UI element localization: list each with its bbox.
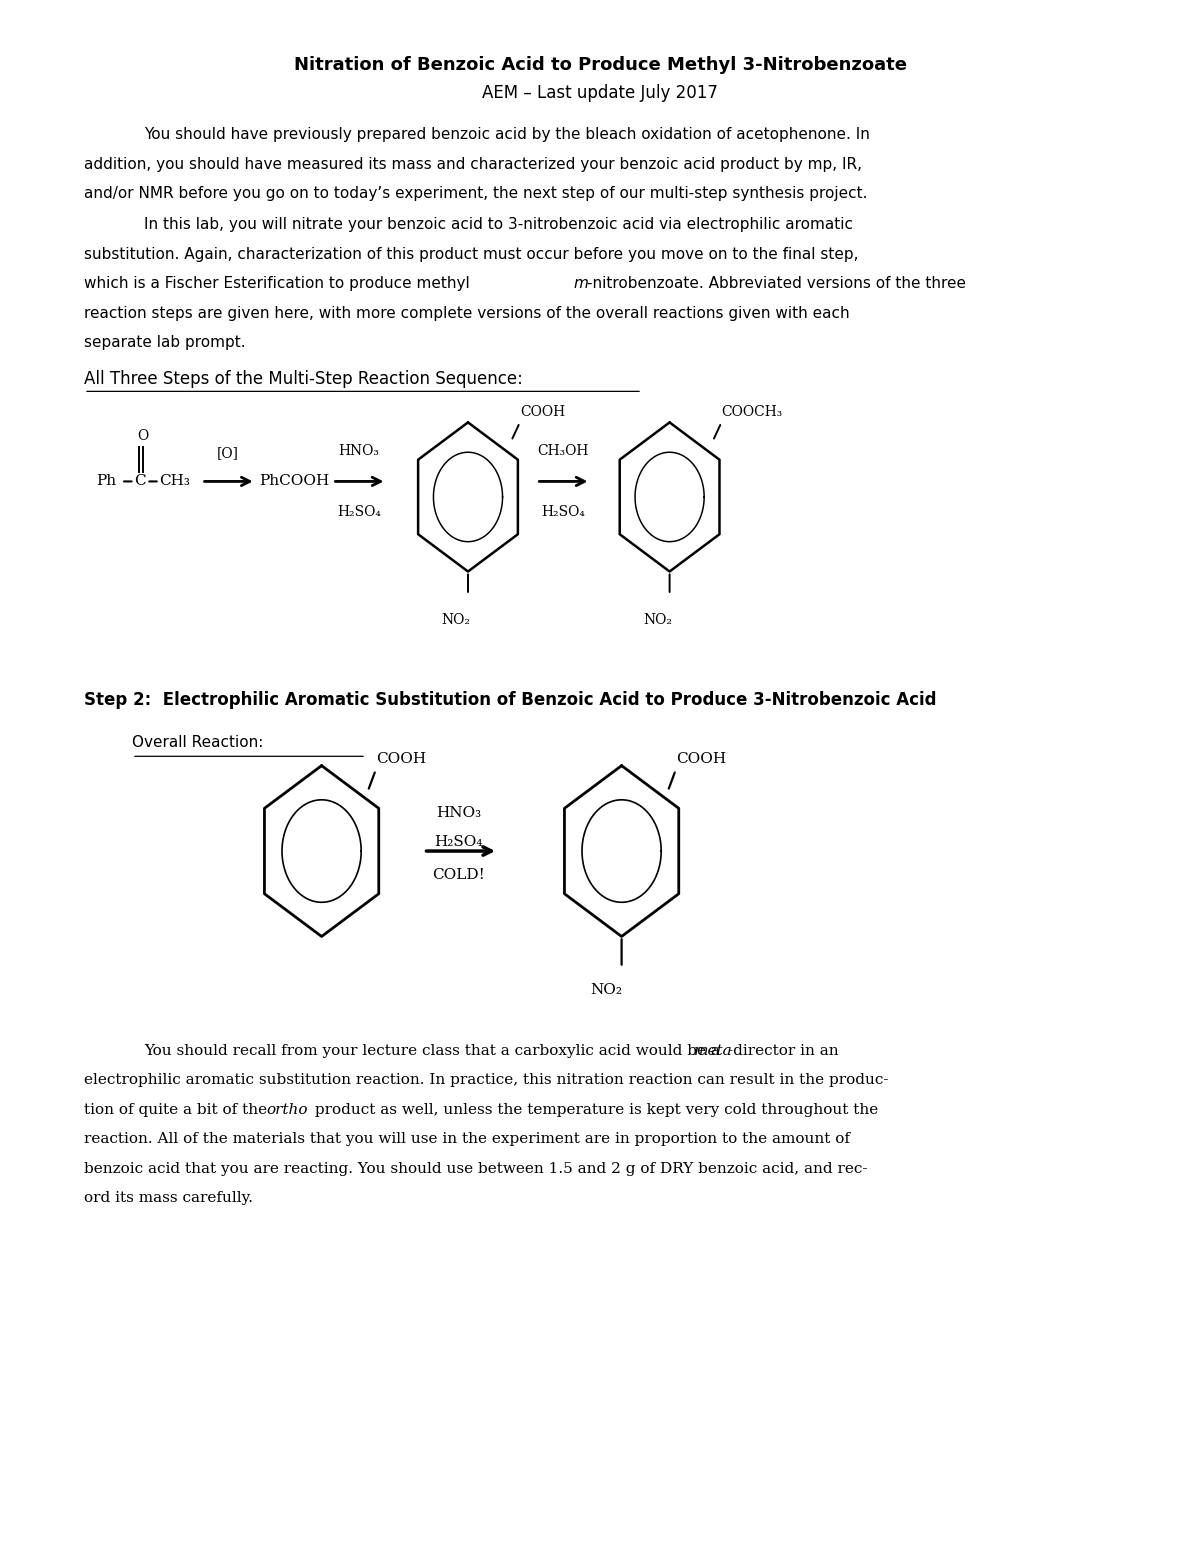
Text: -nitrobenzoate. Abbreviated versions of the three: -nitrobenzoate. Abbreviated versions of … (587, 276, 966, 292)
Text: and/or NMR before you go on to today’s experiment, the next step of our multi-st: and/or NMR before you go on to today’s e… (84, 186, 868, 202)
Text: product as well, unless the temperature is kept very cold throughout the: product as well, unless the temperature … (310, 1103, 878, 1117)
Text: NO₂: NO₂ (442, 613, 470, 627)
Text: ortho: ortho (266, 1103, 308, 1117)
Text: COOH: COOH (376, 752, 426, 766)
Text: NO₂: NO₂ (643, 613, 672, 627)
Text: O: O (137, 429, 148, 443)
Text: [O]: [O] (217, 446, 239, 460)
Text: reaction. All of the materials that you will use in the experiment are in propor: reaction. All of the materials that you … (84, 1132, 850, 1146)
Text: Nitration of Benzoic Acid to Produce Methyl 3-Nitrobenzoate: Nitration of Benzoic Acid to Produce Met… (294, 56, 906, 75)
Text: COOCH₃: COOCH₃ (721, 405, 782, 419)
Text: CH₃OH: CH₃OH (538, 444, 588, 458)
Text: -director in an: -director in an (728, 1044, 839, 1058)
Text: You should recall from your lecture class that a carboxylic acid would be a: You should recall from your lecture clas… (144, 1044, 725, 1058)
Text: H₂SO₄: H₂SO₄ (337, 505, 380, 519)
Text: Step 2:  Electrophilic Aromatic Substitution of Benzoic Acid to Produce 3-Nitrob: Step 2: Electrophilic Aromatic Substitut… (84, 691, 936, 710)
Text: m: m (574, 276, 588, 292)
Text: ord its mass carefully.: ord its mass carefully. (84, 1191, 253, 1205)
Text: reaction steps are given here, with more complete versions of the overall reacti: reaction steps are given here, with more… (84, 306, 850, 321)
Text: AEM – Last update July 2017: AEM – Last update July 2017 (482, 84, 718, 102)
Text: meta: meta (694, 1044, 732, 1058)
Text: You should have previously prepared benzoic acid by the bleach oxidation of acet: You should have previously prepared benz… (144, 127, 870, 143)
Text: C: C (134, 474, 146, 489)
Text: H₂SO₄: H₂SO₄ (434, 836, 482, 849)
Text: electrophilic aromatic substitution reaction. In practice, this nitration reacti: electrophilic aromatic substitution reac… (84, 1073, 888, 1087)
Text: COLD!: COLD! (432, 868, 485, 882)
Text: addition, you should have measured its mass and characterized your benzoic acid : addition, you should have measured its m… (84, 157, 862, 172)
Text: separate lab prompt.: separate lab prompt. (84, 335, 246, 351)
Text: PhCOOH: PhCOOH (259, 474, 330, 489)
Text: tion of quite a bit of the: tion of quite a bit of the (84, 1103, 272, 1117)
Text: HNO₃: HNO₃ (338, 444, 379, 458)
Text: HNO₃: HNO₃ (436, 806, 481, 820)
Text: COOH: COOH (676, 752, 726, 766)
Text: In this lab, you will nitrate your benzoic acid to 3-nitrobenzoic acid via elect: In this lab, you will nitrate your benzo… (144, 217, 853, 233)
Text: CH₃: CH₃ (160, 474, 191, 489)
Text: H₂SO₄: H₂SO₄ (541, 505, 584, 519)
Text: Ph: Ph (96, 474, 116, 489)
Text: Overall Reaction:: Overall Reaction: (132, 735, 263, 750)
Text: NO₂: NO₂ (590, 983, 622, 997)
Text: substitution. Again, characterization of this product must occur before you move: substitution. Again, characterization of… (84, 247, 858, 262)
Text: benzoic acid that you are reacting. You should use between 1.5 and 2 g of DRY be: benzoic acid that you are reacting. You … (84, 1162, 868, 1176)
Text: All Three Steps of the Multi-Step Reaction Sequence:: All Three Steps of the Multi-Step Reacti… (84, 370, 523, 388)
Text: which is a Fischer Esterification to produce methyl: which is a Fischer Esterification to pro… (84, 276, 475, 292)
Text: COOH: COOH (520, 405, 565, 419)
